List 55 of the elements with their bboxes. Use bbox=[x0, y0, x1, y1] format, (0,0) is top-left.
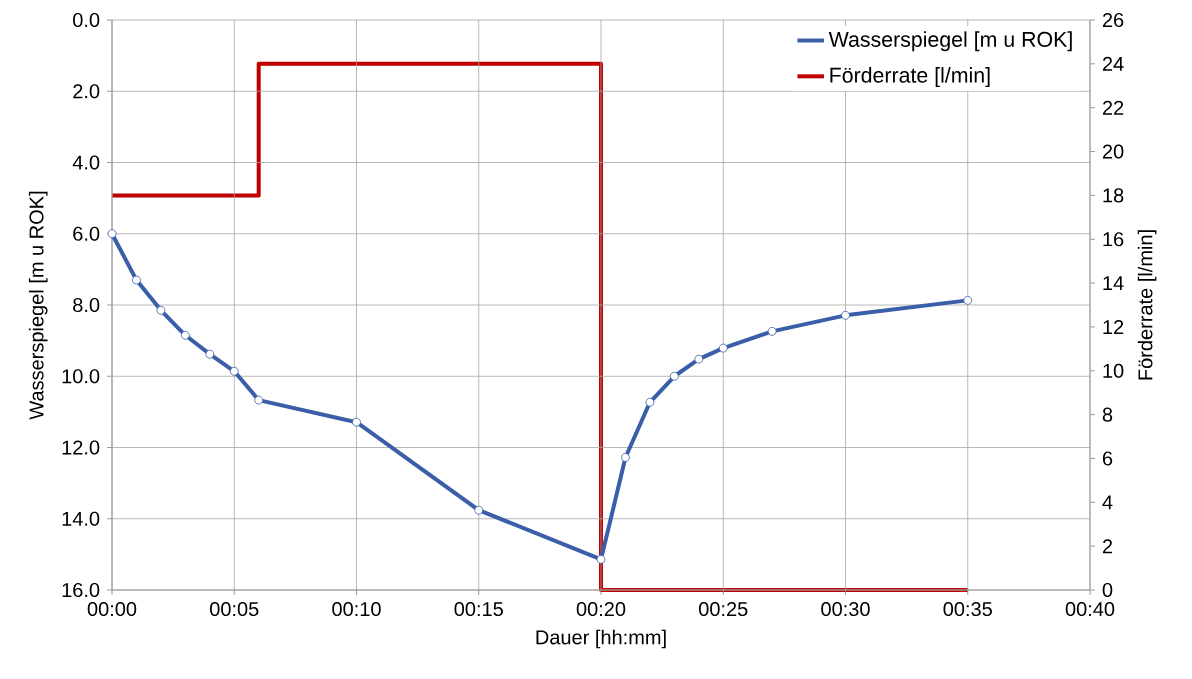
point bbox=[229, 366, 239, 376]
x-tick-label: 00:40 bbox=[1065, 601, 1115, 617]
y2-tick-label: 6 bbox=[1102, 451, 1113, 466]
y2-tick-label: 0 bbox=[1102, 582, 1113, 598]
y2-tick-label: 18 bbox=[1103, 188, 1124, 203]
point bbox=[694, 354, 704, 364]
y-tick-label: 2.0 bbox=[73, 84, 100, 99]
legend-label: Wasserspiegel [m u ROK] bbox=[828, 31, 1072, 52]
y-tick-label: 8.0 bbox=[73, 297, 100, 313]
x-tick-label: 00:35 bbox=[943, 601, 992, 617]
x-tick-label: 00:00 bbox=[87, 601, 137, 617]
y-tick-label: 16.0 bbox=[62, 582, 100, 598]
point bbox=[718, 343, 728, 353]
y-tick-label: 4.0 bbox=[72, 155, 100, 170]
y2-tick-label: 14 bbox=[1103, 276, 1124, 290]
point bbox=[180, 330, 190, 340]
point bbox=[107, 229, 117, 239]
x-axis-title: Dauer [hh:mm] bbox=[536, 629, 666, 649]
x-tick-label: 00:30 bbox=[821, 601, 870, 617]
y-tick-label: 14.0 bbox=[62, 511, 100, 526]
x-tick-label: 00:20 bbox=[576, 601, 626, 617]
point bbox=[669, 371, 679, 381]
y2-axis-title: Förderrate [l/min] bbox=[1137, 230, 1157, 380]
point bbox=[596, 554, 606, 564]
y2-tick-label: 24 bbox=[1102, 56, 1124, 71]
y-axis-title: Wasserspiegel [m u ROK] bbox=[28, 191, 48, 420]
y2-tick-label: 4 bbox=[1102, 495, 1113, 510]
point bbox=[474, 505, 484, 515]
x-tick-label: 00:15 bbox=[454, 601, 503, 617]
y2-tick-label: 22 bbox=[1102, 100, 1124, 115]
point bbox=[156, 305, 166, 315]
y-tick-label: 10.0 bbox=[62, 369, 100, 384]
y2-tick-label: 16 bbox=[1103, 232, 1124, 247]
y2-tick-label: 20 bbox=[1102, 144, 1124, 159]
y2-tick-label: 2 bbox=[1102, 539, 1113, 554]
y2-tick-label: 8 bbox=[1102, 407, 1113, 422]
y-tick-label: 0.0 bbox=[73, 12, 100, 28]
x-tick-label: 00:05 bbox=[210, 601, 259, 617]
y-tick-label: 12.0 bbox=[62, 440, 100, 455]
y-tick-label: 6.0 bbox=[73, 226, 100, 241]
y2-tick-label: 12 bbox=[1103, 319, 1124, 334]
x-tick-label: 00:25 bbox=[699, 601, 748, 617]
point bbox=[132, 275, 141, 285]
point bbox=[645, 397, 655, 407]
point bbox=[205, 349, 215, 359]
x-tick-label: 00:10 bbox=[332, 601, 381, 617]
point bbox=[254, 395, 264, 405]
y2-tick-label: 10 bbox=[1103, 363, 1124, 378]
point bbox=[621, 453, 630, 462]
point bbox=[352, 417, 361, 427]
point bbox=[963, 295, 973, 305]
point bbox=[767, 326, 777, 336]
point bbox=[841, 310, 850, 320]
y2-tick-label: 26 bbox=[1102, 12, 1124, 28]
legend-label: Förderrate [l/min] bbox=[830, 67, 990, 87]
